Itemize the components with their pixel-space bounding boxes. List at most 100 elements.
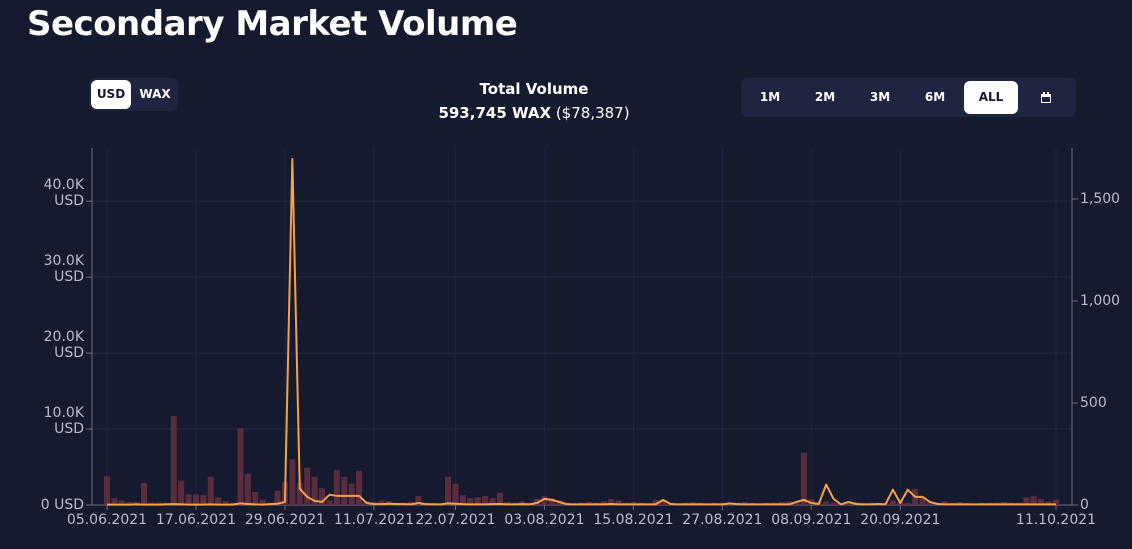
bar — [185, 494, 192, 505]
x-tick-label: 27.08.2021 — [682, 512, 762, 528]
range-button[interactable]: 1M — [759, 90, 781, 104]
bar — [304, 467, 311, 505]
bar — [793, 502, 800, 505]
bar — [259, 499, 266, 505]
bar — [919, 497, 926, 505]
bar — [378, 500, 385, 505]
bar — [222, 501, 229, 505]
total-label: Total Volume — [479, 80, 589, 98]
bar — [126, 501, 133, 505]
bar — [311, 476, 318, 505]
bar — [496, 492, 503, 505]
range-button[interactable]: 6M — [924, 90, 946, 104]
bar — [445, 476, 452, 505]
x-tick-label: 03.08.2021 — [504, 512, 584, 528]
range-button[interactable]: ALL — [964, 81, 1018, 114]
total-values: 593,745 WAX ($78,387) — [400, 104, 668, 122]
wax-button[interactable]: WAX — [139, 87, 171, 101]
calendar-icon — [1041, 92, 1051, 103]
bar — [104, 476, 110, 505]
y2-tick-label: 1,000 — [1080, 293, 1120, 309]
range-button[interactable]: 3M — [869, 90, 891, 104]
y-tick-label: 40.0K USD — [43, 177, 84, 210]
y2-tick-label: 0 — [1080, 497, 1089, 513]
y-tick-label: 30.0K USD — [43, 253, 84, 286]
x-tick-label: 22.07.2021 — [415, 512, 495, 528]
bar — [452, 483, 459, 505]
x-tick-label: 15.08.2021 — [593, 512, 673, 528]
volume-line — [107, 158, 1056, 506]
x-tick-label: 20.09.2021 — [860, 512, 940, 528]
bar — [319, 488, 326, 505]
bar — [244, 473, 251, 505]
x-tick-label: 05.06.2021 — [67, 512, 147, 528]
bar — [333, 470, 340, 505]
bar — [1053, 499, 1059, 505]
bar — [274, 490, 281, 505]
bar — [215, 497, 222, 505]
x-tick-label: 17.06.2021 — [156, 512, 236, 528]
bar — [608, 498, 615, 505]
bar — [348, 483, 355, 505]
bar — [823, 501, 830, 505]
x-tick-label: 29.06.2021 — [245, 512, 325, 528]
bar — [1030, 495, 1037, 505]
bar — [845, 502, 852, 505]
y-tick-label: 10.0K USD — [43, 405, 84, 438]
bar — [786, 501, 793, 505]
bar — [600, 501, 607, 505]
x-tick-label: 11.10.2021 — [1016, 512, 1096, 528]
bar — [660, 500, 667, 505]
range-selector: 1M 2M 3M 6M ALL — [741, 78, 1076, 117]
bar — [800, 452, 807, 505]
total-usd: ($78,387) — [555, 104, 630, 122]
total-wax: 593,745 WAX — [438, 104, 552, 122]
bar — [489, 498, 496, 505]
bar — [141, 482, 148, 505]
x-tick-label: 11.07.2021 — [334, 512, 414, 528]
bar — [830, 502, 837, 505]
bar — [1038, 498, 1045, 505]
bar — [289, 459, 296, 505]
bar — [296, 482, 303, 505]
bar — [541, 495, 548, 505]
bar — [941, 501, 948, 505]
x-tick-label: 08.09.2021 — [771, 512, 851, 528]
bar — [652, 499, 659, 505]
calendar-button[interactable] — [1019, 81, 1073, 114]
bar — [467, 498, 474, 505]
y2-tick-label: 500 — [1080, 395, 1107, 411]
bar — [170, 416, 177, 505]
bar — [178, 480, 185, 505]
bar — [548, 498, 555, 505]
bar — [1023, 497, 1030, 505]
bar — [118, 500, 125, 505]
bar — [519, 501, 526, 505]
bar — [459, 495, 466, 505]
bar — [1045, 501, 1052, 505]
page-title: Secondary Market Volume — [27, 4, 518, 44]
y2-tick-label: 1,500 — [1080, 191, 1120, 207]
bar — [341, 476, 348, 505]
bar — [474, 497, 481, 505]
bar — [889, 500, 896, 505]
bar — [252, 492, 259, 505]
bar — [926, 501, 933, 505]
bar — [482, 495, 489, 505]
currency-toggle: USD WAX — [89, 78, 178, 111]
bar — [192, 494, 199, 505]
bar — [111, 498, 118, 505]
y-tick-label: 0 USD — [40, 497, 84, 513]
bar — [200, 495, 207, 505]
usd-button[interactable]: USD — [91, 80, 131, 109]
bar — [415, 495, 422, 505]
bar — [615, 500, 622, 505]
bar — [356, 470, 363, 505]
range-button[interactable]: 2M — [814, 90, 836, 104]
bar — [207, 476, 214, 505]
bar — [904, 502, 911, 505]
bar — [326, 500, 333, 505]
